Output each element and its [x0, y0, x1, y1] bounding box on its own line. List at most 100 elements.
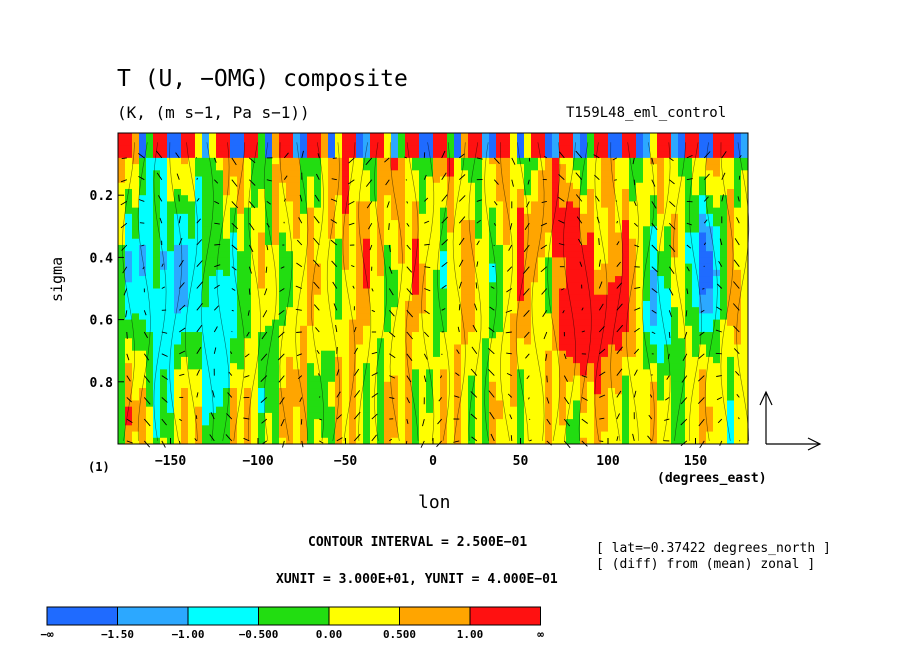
field-cell: [398, 363, 406, 370]
field-cell: [230, 425, 238, 433]
wind-vector: [651, 157, 654, 165]
field-cell: [125, 400, 133, 408]
field-cell: [391, 300, 399, 308]
field-cell: [321, 400, 329, 408]
field-cell: [342, 282, 350, 289]
field-cell: [118, 269, 126, 277]
field-cell: [125, 406, 133, 414]
field-cell: [580, 375, 588, 383]
wind-vector: [441, 308, 446, 311]
field-cell: [475, 437, 483, 445]
field-cell: [741, 406, 749, 414]
field-cell: [160, 251, 168, 258]
field-cell: [657, 220, 665, 227]
wind-vector: [489, 411, 495, 420]
field-cell: [650, 238, 658, 246]
field-cell: [265, 375, 273, 383]
field-cell: [398, 425, 406, 433]
field-cell: [671, 133, 679, 140]
field-cell: [580, 325, 588, 333]
field-cell: [265, 145, 273, 153]
field-cell: [419, 388, 427, 395]
field-cell: [300, 220, 308, 227]
field-cell: [580, 363, 588, 370]
field-cell: [643, 244, 651, 252]
field-cell: [328, 363, 336, 370]
field-cell: [741, 164, 749, 171]
field-cell: [475, 412, 483, 420]
field-cell: [174, 139, 182, 146]
field-cell: [608, 232, 616, 240]
field-cell: [489, 213, 497, 221]
field-cell: [160, 400, 168, 408]
field-cell: [132, 363, 140, 370]
field-cell: [342, 139, 350, 146]
field-cell: [286, 188, 294, 196]
field-cell: [433, 244, 441, 252]
field-cell: [510, 412, 518, 420]
field-cell: [461, 151, 469, 159]
field-cell: [720, 363, 728, 370]
wind-vector: [458, 216, 466, 224]
field-cell: [356, 207, 364, 215]
field-cell: [412, 325, 420, 333]
field-cell: [741, 425, 749, 433]
field-cell: [622, 412, 630, 420]
field-cell: [615, 394, 623, 401]
field-cell: [279, 226, 287, 234]
wind-vector: [437, 418, 443, 425]
field-cell: [531, 307, 539, 314]
field-cell: [643, 232, 651, 240]
field-cell: [132, 195, 140, 202]
field-cell: [125, 325, 133, 333]
field-cell: [328, 332, 336, 339]
field-cell: [685, 238, 693, 246]
field-cell: [636, 257, 644, 265]
field-cell: [636, 288, 644, 296]
field-cell: [692, 176, 700, 184]
field-cell: [510, 425, 518, 433]
field-cell: [727, 195, 735, 202]
field-cell: [188, 276, 196, 283]
field-cell: [706, 251, 714, 258]
field-cell: [251, 300, 259, 308]
field-cell: [475, 276, 483, 283]
wind-vector: [598, 303, 604, 311]
field-cell: [328, 344, 336, 352]
field-cell: [391, 269, 399, 277]
field-cell: [678, 145, 686, 153]
field-cell: [328, 313, 336, 321]
field-cell: [377, 238, 385, 246]
field-cell: [286, 195, 294, 202]
wind-vector: [196, 369, 201, 376]
field-cell: [629, 394, 637, 401]
field-cell: [727, 356, 735, 364]
field-cell: [685, 388, 693, 395]
field-cell: [139, 437, 147, 445]
field-cell: [314, 412, 322, 420]
field-cell: [195, 437, 203, 445]
field-cell: [664, 182, 672, 190]
field-cell: [209, 195, 217, 202]
field-cell: [552, 188, 560, 196]
field-cell: [545, 356, 553, 364]
wind-vector: [316, 350, 320, 355]
field-cell: [314, 363, 322, 370]
field-cell: [174, 437, 182, 445]
field-cell: [510, 406, 518, 414]
field-cell: [412, 170, 420, 178]
field-cell: [440, 139, 448, 146]
field-cell: [223, 207, 231, 215]
wind-vector: [278, 309, 285, 315]
field-cell: [286, 282, 294, 289]
field-cell: [132, 263, 140, 271]
field-cell: [195, 288, 203, 296]
contour-line: [405, 142, 419, 441]
field-cell: [692, 157, 700, 165]
field-cell: [482, 226, 490, 234]
field-cell: [363, 157, 371, 165]
field-cell: [286, 406, 294, 414]
field-cell: [517, 139, 525, 146]
wind-vector: [389, 375, 396, 379]
field-cell: [496, 350, 504, 358]
